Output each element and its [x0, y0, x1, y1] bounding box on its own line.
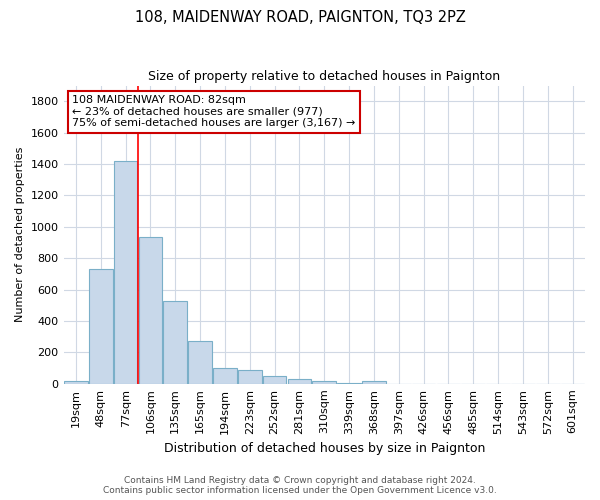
Text: Contains HM Land Registry data © Crown copyright and database right 2024.
Contai: Contains HM Land Registry data © Crown c…: [103, 476, 497, 495]
Bar: [337, 383, 361, 384]
Bar: [64, 380, 88, 384]
Bar: [362, 382, 386, 384]
Title: Size of property relative to detached houses in Paignton: Size of property relative to detached ho…: [148, 70, 500, 83]
Text: 108, MAIDENWAY ROAD, PAIGNTON, TQ3 2PZ: 108, MAIDENWAY ROAD, PAIGNTON, TQ3 2PZ: [134, 10, 466, 25]
X-axis label: Distribution of detached houses by size in Paignton: Distribution of detached houses by size …: [164, 442, 485, 455]
Bar: [89, 269, 113, 384]
Bar: [238, 370, 262, 384]
Bar: [188, 342, 212, 384]
Bar: [139, 237, 162, 384]
Text: 108 MAIDENWAY ROAD: 82sqm
← 23% of detached houses are smaller (977)
75% of semi: 108 MAIDENWAY ROAD: 82sqm ← 23% of detac…: [72, 95, 356, 128]
Y-axis label: Number of detached properties: Number of detached properties: [15, 147, 25, 322]
Bar: [287, 379, 311, 384]
Bar: [114, 161, 137, 384]
Bar: [163, 300, 187, 384]
Bar: [213, 368, 237, 384]
Bar: [313, 380, 336, 384]
Bar: [263, 376, 286, 384]
